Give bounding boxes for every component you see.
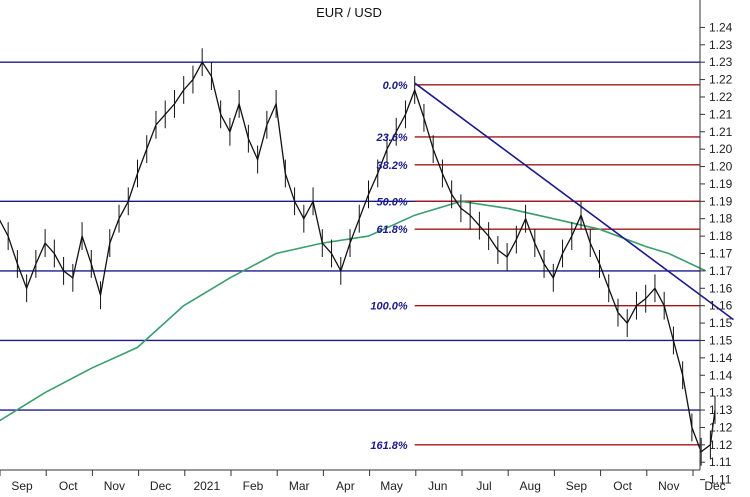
x-tick-label: Sep xyxy=(11,479,33,493)
fib-level-label: 23.6% xyxy=(375,132,407,144)
x-tick-label: Oct xyxy=(59,479,78,493)
y-tick-label: 1.18 xyxy=(709,229,733,243)
support-resistance-lines xyxy=(0,61,700,411)
y-tick-label: 1.12 xyxy=(709,438,733,452)
y-tick-label: 1.13 xyxy=(709,403,733,417)
y-tick-label: 1.17 xyxy=(709,264,733,278)
x-tick-label: Dec xyxy=(150,479,171,493)
fib-level-label: 100.0% xyxy=(370,301,408,313)
y-tick-label: 1.11 xyxy=(709,473,732,487)
x-axis: Sep Oct Nov Dec 2021 Feb Mar Apr May Jun Jul Aug Sep… xyxy=(0,469,726,493)
x-tick-label: Apr xyxy=(336,479,355,493)
moving-average-line xyxy=(0,200,707,422)
y-tick-label: 1.15 xyxy=(709,333,733,347)
y-tick-label: 1.21 xyxy=(709,125,733,139)
x-tick-label: Aug xyxy=(520,479,541,493)
y-tick-label: 1.17 xyxy=(709,247,733,261)
x-tick-label: 2021 xyxy=(193,479,220,493)
x-tick-label: Jul xyxy=(476,479,491,493)
fib-level-label: 50.0% xyxy=(376,196,407,208)
y-tick-label: 1.20 xyxy=(709,160,733,174)
x-tick-label: Dec xyxy=(704,479,725,493)
x-tick-label: Nov xyxy=(658,479,679,493)
y-tick-label: 1.19 xyxy=(709,194,733,208)
fib-level-label: 161.8% xyxy=(370,440,408,452)
x-tick-label: Jun xyxy=(428,479,447,493)
y-tick-label: 1.18 xyxy=(709,212,733,226)
y-tick-label: 1.12 xyxy=(709,420,733,434)
chart-title: EUR / USD xyxy=(316,5,382,20)
x-tick-label: May xyxy=(380,479,403,493)
x-tick-label: Feb xyxy=(243,479,264,493)
y-tick-label: 1.19 xyxy=(709,177,733,191)
y-axis: 1.11 1.11 1.12 1.12 1.13 1.13 1.14 1.14 1.15 1.15… xyxy=(699,0,733,487)
x-tick-label: Oct xyxy=(613,479,632,493)
y-tick-label: 1.24 xyxy=(709,20,733,34)
y-tick-label: 1.20 xyxy=(709,142,733,156)
x-tick-label: Nov xyxy=(104,479,125,493)
fib-level-label: 38.2% xyxy=(376,160,407,172)
y-tick-label: 1.14 xyxy=(709,368,733,382)
fib-level-label: 0.0% xyxy=(383,80,408,92)
x-tick-label: Mar xyxy=(289,479,310,493)
y-tick-label: 1.11 xyxy=(709,455,732,469)
y-tick-label: 1.22 xyxy=(709,73,733,87)
y-tick-label: 1.16 xyxy=(709,281,733,295)
y-tick-label: 1.21 xyxy=(709,107,733,121)
price-layer xyxy=(0,48,716,466)
moving-average-layer xyxy=(0,200,707,422)
y-tick-label: 1.16 xyxy=(709,299,733,313)
downtrend-line xyxy=(414,82,734,321)
fib-level-label: 61.8% xyxy=(376,224,407,236)
x-tick-label: Sep xyxy=(566,479,588,493)
y-tick-label: 1.23 xyxy=(709,38,733,52)
y-tick-label: 1.15 xyxy=(709,316,733,330)
y-tick-label: 1.23 xyxy=(709,55,733,69)
trendline-layer xyxy=(414,82,734,321)
y-tick-label: 1.14 xyxy=(709,351,733,365)
y-tick-label: 1.22 xyxy=(709,90,733,104)
y-tick-label: 1.13 xyxy=(709,386,733,400)
fibonacci-labels: 0.0% 23.6% 38.2% 50.0% 61.8% 100.0% 161.8% xyxy=(370,80,408,452)
